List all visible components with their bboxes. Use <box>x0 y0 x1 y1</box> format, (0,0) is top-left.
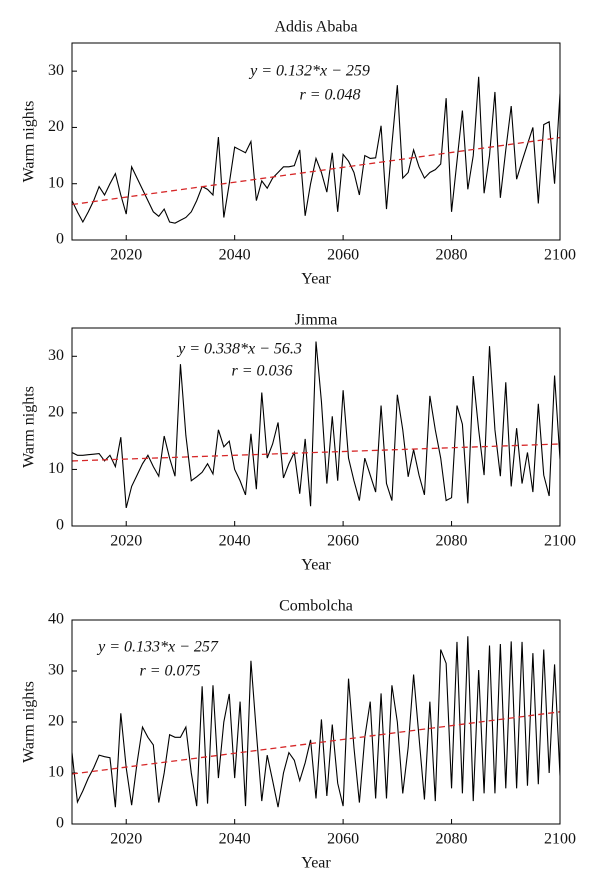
y-tick-label: 10 <box>48 460 64 477</box>
y-tick-label: 0 <box>56 517 64 534</box>
panel-title: Combolcha <box>279 598 353 615</box>
y-tick-label: 20 <box>48 713 64 730</box>
annotation: y = 0.133*x − 257 <box>96 639 219 656</box>
x-tick-label: 2060 <box>327 247 359 264</box>
x-tick-label: 2020 <box>110 247 142 264</box>
panel: Jimma Year Warm nights 0 10 20 30 2020 2040 2060 2… <box>21 312 576 574</box>
panel-title: Jimma <box>295 312 338 329</box>
annotation: y = 0.132*x − 259 <box>248 63 370 80</box>
x-tick-label: 2100 <box>544 831 576 848</box>
y-tick-label: 0 <box>56 815 64 832</box>
data-line <box>72 341 560 509</box>
panel-title: Addis Ababa <box>274 19 357 36</box>
y-tick-label: 10 <box>48 174 64 191</box>
y-axis-label: Warm nights <box>21 681 38 763</box>
panel: Combolcha Year Warm nights 0 10 20 30 40 2020 204… <box>21 598 576 872</box>
x-tick-label: 2080 <box>436 247 468 264</box>
annotation: r = 0.075 <box>139 663 200 680</box>
annotation: r = 0.048 <box>299 87 360 104</box>
x-tick-label: 2060 <box>327 533 359 550</box>
axes-frame <box>71 327 561 527</box>
data-line <box>72 76 560 224</box>
x-axis-label: Year <box>301 271 331 288</box>
x-tick-label: 2040 <box>219 247 251 264</box>
y-axis-label: Warm nights <box>21 386 38 468</box>
trend-line <box>72 443 560 462</box>
x-tick-label: 2100 <box>544 533 576 550</box>
trend-line <box>72 136 560 206</box>
x-tick-label: 2040 <box>219 831 251 848</box>
x-tick-label: 2100 <box>544 247 576 264</box>
axes-frame <box>71 619 561 825</box>
y-tick-label: 10 <box>48 764 64 781</box>
x-tick-label: 2020 <box>110 533 142 550</box>
y-tick-label: 40 <box>48 611 64 628</box>
y-tick-label: 30 <box>48 662 64 679</box>
x-tick-label: 2060 <box>327 831 359 848</box>
y-tick-label: 20 <box>48 404 64 421</box>
y-tick-label: 30 <box>48 62 64 79</box>
axes-frame <box>71 42 561 241</box>
annotation: r = 0.036 <box>231 363 292 380</box>
trend-line <box>72 711 560 775</box>
data-line <box>72 636 560 808</box>
y-tick-label: 20 <box>48 118 64 135</box>
x-axis-label: Year <box>301 557 331 574</box>
annotation: y = 0.338*x − 56.3 <box>176 341 302 358</box>
x-tick-label: 2080 <box>436 831 468 848</box>
y-tick-label: 30 <box>48 347 64 364</box>
panel: Addis Ababa Year Warm nights 0 10 20 30 2020 204… <box>21 19 576 288</box>
y-tick-label: 0 <box>56 231 64 248</box>
y-axis-label: Warm nights <box>21 101 38 183</box>
x-tick-label: 2040 <box>219 533 251 550</box>
x-tick-label: 2080 <box>436 533 468 550</box>
x-axis-label: Year <box>301 855 331 872</box>
x-tick-label: 2020 <box>110 831 142 848</box>
